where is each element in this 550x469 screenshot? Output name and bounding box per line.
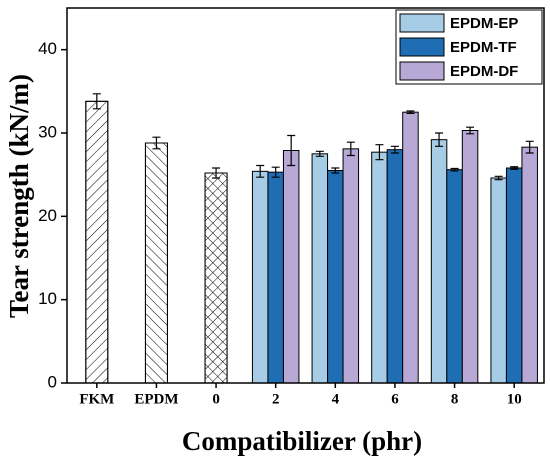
error-bar bbox=[450, 167, 459, 172]
bar bbox=[251, 170, 269, 384]
legend-label: EPDM-DF bbox=[450, 63, 518, 80]
bar bbox=[490, 177, 507, 384]
bar bbox=[371, 151, 388, 384]
error-bar bbox=[92, 93, 101, 110]
x-tick-label: 8 bbox=[451, 391, 459, 407]
bar bbox=[267, 171, 284, 384]
error-bar bbox=[435, 132, 444, 147]
error-bar bbox=[315, 150, 324, 157]
error-bar bbox=[256, 164, 265, 178]
y-tick-label: 10 bbox=[38, 289, 57, 308]
error-bar bbox=[152, 136, 161, 150]
error-bar bbox=[331, 167, 340, 174]
error-bar bbox=[390, 145, 399, 154]
bar bbox=[342, 148, 360, 384]
bar bbox=[311, 153, 329, 384]
error-bar bbox=[466, 126, 475, 135]
x-tick-label: 10 bbox=[507, 391, 522, 407]
bar bbox=[446, 169, 463, 384]
y-tick-label: 20 bbox=[38, 206, 57, 225]
bar bbox=[521, 146, 538, 384]
bar bbox=[402, 111, 419, 384]
x-axis-title: Compatibilizer (phr) bbox=[182, 426, 422, 456]
error-bar bbox=[375, 144, 384, 161]
x-tick-label: EPDM bbox=[134, 391, 178, 407]
error-bar bbox=[510, 166, 519, 170]
x-tick-label: FKM bbox=[79, 391, 114, 407]
x-tick-label: 4 bbox=[332, 391, 340, 407]
legend-label: EPDM-TF bbox=[450, 39, 517, 56]
bar-hatch bbox=[144, 142, 168, 384]
error-bar bbox=[287, 134, 296, 167]
bar bbox=[461, 130, 479, 384]
bar bbox=[327, 170, 344, 384]
x-tick-label: 2 bbox=[272, 391, 280, 407]
bar bbox=[282, 150, 300, 384]
y-tick-label: 0 bbox=[48, 372, 57, 391]
plot-frame bbox=[66, 7, 545, 384]
legend-label: EPDM-EP bbox=[450, 15, 518, 32]
legend-swatch bbox=[399, 13, 445, 33]
error-bar bbox=[525, 140, 534, 154]
legend-swatch bbox=[399, 37, 445, 57]
error-bar bbox=[406, 110, 415, 115]
error-bar bbox=[494, 175, 503, 181]
x-tick-label: 6 bbox=[391, 391, 399, 407]
bar bbox=[386, 149, 404, 384]
y-tick-label: 30 bbox=[38, 122, 57, 141]
error-bar bbox=[346, 141, 355, 157]
y-axis-title: Tear strength (kN/m) bbox=[4, 74, 34, 318]
x-tick-label: 0 bbox=[212, 391, 220, 407]
bar-hatch bbox=[204, 172, 228, 384]
legend-swatch bbox=[399, 61, 445, 81]
error-bar bbox=[212, 167, 221, 179]
error-bar bbox=[271, 166, 280, 178]
bar bbox=[505, 167, 523, 384]
bar bbox=[430, 139, 448, 384]
y-tick-label: 40 bbox=[38, 39, 57, 58]
bar-hatch bbox=[85, 100, 109, 384]
